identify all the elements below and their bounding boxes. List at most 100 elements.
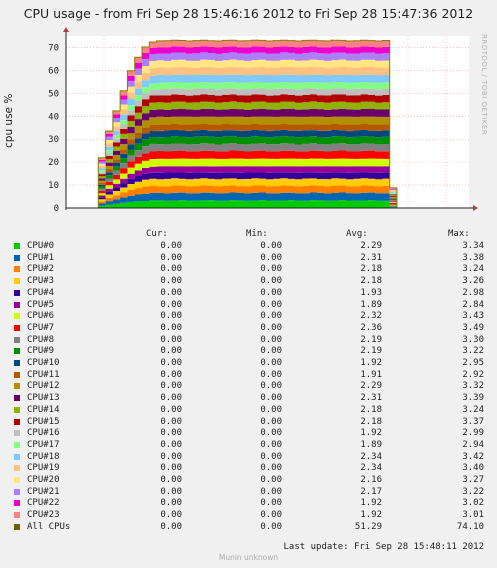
legend-min-value: 0.00 xyxy=(260,416,282,427)
legend-label: CPU#17 xyxy=(27,439,60,450)
legend-swatch xyxy=(14,477,20,483)
legend-min-value: 0.00 xyxy=(260,486,282,497)
legend-row: CPU#23 0.00 0.00 1.92 3.01 xyxy=(0,510,497,522)
legend-min-value: 0.00 xyxy=(260,404,282,415)
legend-max-value: 3.27 xyxy=(462,475,484,485)
area-cpu0 xyxy=(91,200,405,208)
legend-swatch xyxy=(14,301,20,308)
legend-row: CPU#18 0.00 0.00 2.34 3.42 xyxy=(0,452,497,464)
legend-cur-value: 0.00 xyxy=(160,334,182,345)
legend-cur-value: 0.00 xyxy=(160,241,182,251)
legend-max-value: 3.34 xyxy=(462,241,484,251)
chart-plot-svg: 0 10 20 30 40 50 60 70 xyxy=(48,27,478,214)
legend-label: CPU#1 xyxy=(27,252,55,263)
legend-min-value: 0.00 xyxy=(260,463,282,474)
legend-min-value: 0.00 xyxy=(260,252,282,263)
legend-swatch xyxy=(14,465,20,472)
line-all-cpus xyxy=(91,39,405,209)
legend-swatch xyxy=(14,371,20,378)
legend-header-cur: Cur: xyxy=(146,229,168,239)
y-tick-label: 40 xyxy=(48,112,59,122)
legend-min-value: 0.00 xyxy=(260,264,282,275)
legend-min-value: 0.00 xyxy=(260,521,282,532)
legend-row: CPU#9 0.00 0.00 2.19 3.22 xyxy=(0,346,497,358)
legend-max-value: 3.22 xyxy=(462,486,484,497)
legend-swatch xyxy=(14,418,20,425)
legend-label: CPU#7 xyxy=(27,322,55,333)
last-update: Last update: Fri Sep 28 15:48:11 2012 xyxy=(283,542,484,552)
legend-header-min: Min: xyxy=(246,229,268,239)
legend-swatch xyxy=(14,523,20,530)
x-axis-arrow xyxy=(473,205,478,211)
legend-min-value: 0.00 xyxy=(260,299,282,310)
legend-min-value: 0.00 xyxy=(260,276,282,287)
legend-min-value: 0.00 xyxy=(260,369,282,380)
legend-cur-value: 0.00 xyxy=(160,498,182,509)
legend-cur-value: 0.00 xyxy=(160,381,182,392)
legend-min-value: 0.00 xyxy=(260,287,282,298)
legend-row: CPU#10 0.00 0.00 1.92 2.95 xyxy=(0,358,497,370)
legend-max-value: 2.98 xyxy=(462,287,484,298)
legend-avg-value: 1.93 xyxy=(360,287,382,298)
legend-swatch xyxy=(14,289,20,296)
legend-label: CPU#12 xyxy=(27,381,60,392)
legend-swatch xyxy=(14,348,20,355)
legend-swatch xyxy=(14,243,20,249)
legend-cur-value: 0.00 xyxy=(160,264,182,275)
legend-swatch xyxy=(14,395,20,402)
area-cpu4 xyxy=(91,172,405,208)
legend-row: CPU#17 0.00 0.00 1.89 2.94 xyxy=(0,440,497,452)
legend-swatch xyxy=(14,324,20,331)
legend-label: CPU#2 xyxy=(27,264,55,275)
legend-row: CPU#14 0.00 0.00 2.18 3.24 xyxy=(0,405,497,417)
legend-row: CPU#12 0.00 0.00 2.29 3.32 xyxy=(0,381,497,393)
legend-cur-value: 0.00 xyxy=(160,510,182,521)
legend-row: CPU#6 0.00 0.00 2.32 3.43 xyxy=(0,311,497,323)
y-tick-label: 70 xyxy=(48,43,59,53)
legend-cur-value: 0.00 xyxy=(160,439,182,450)
legend-min-value: 0.00 xyxy=(260,451,282,462)
legend-cur-value: 0.00 xyxy=(160,369,182,380)
chart-title: CPU usage - from Fri Sep 28 15:46:16 201… xyxy=(23,6,474,21)
legend-cur-value: 0.00 xyxy=(160,322,182,333)
legend-avg-value: 1.89 xyxy=(360,299,382,310)
legend-cur-value: 0.00 xyxy=(160,287,182,298)
legend-row: CPU#7 0.00 0.00 2.36 3.49 xyxy=(0,323,497,335)
y-tick-label: 30 xyxy=(48,135,59,145)
legend-cur-value: 0.00 xyxy=(160,463,182,474)
legend-avg-value: 1.91 xyxy=(360,369,382,380)
legend-header-avg: Avg: xyxy=(346,229,368,239)
legend-label: CPU#16 xyxy=(27,428,60,439)
legend-min-value: 0.00 xyxy=(260,393,282,404)
legend-label: CPU#15 xyxy=(27,416,60,427)
area-cpu1 xyxy=(91,192,405,208)
legend-row: CPU#8 0.00 0.00 2.19 3.30 xyxy=(0,335,497,347)
legend-avg-value: 2.32 xyxy=(360,311,382,322)
legend-header-max: Max: xyxy=(448,229,470,239)
legend-min-value: 0.00 xyxy=(260,346,282,357)
legend-label: CPU#13 xyxy=(27,393,60,404)
legend-avg-value: 2.17 xyxy=(360,486,382,497)
legend-cur-value: 0.00 xyxy=(160,346,182,357)
legend-swatch xyxy=(14,453,20,460)
legend-row: CPU#1 0.00 0.00 2.31 3.38 xyxy=(0,253,497,265)
rrdtool-watermark: RRDTOOL / TOBI OETIKER xyxy=(480,34,488,136)
legend-max-value: 3.26 xyxy=(462,276,484,287)
legend-avg-value: 1.92 xyxy=(360,498,382,509)
legend-cur-value: 0.00 xyxy=(160,416,182,427)
legend-avg-value: 2.29 xyxy=(360,381,382,392)
legend-label: CPU#3 xyxy=(27,276,55,287)
legend-min-value: 0.00 xyxy=(260,510,282,521)
y-tick-label: 60 xyxy=(48,66,59,76)
legend-avg-value: 1.92 xyxy=(360,428,382,439)
area-cpu3 xyxy=(91,178,405,208)
legend-min-value: 0.00 xyxy=(260,241,282,251)
legend-max-value: 2.94 xyxy=(462,439,484,450)
area-cpu8 xyxy=(91,143,405,208)
legend-avg-value: 1.92 xyxy=(360,358,382,368)
legend-swatch xyxy=(14,383,20,390)
legend-swatch xyxy=(14,266,20,273)
legend-row: CPU#0 0.00 0.00 2.29 3.34 xyxy=(0,241,497,253)
legend-avg-value: 2.19 xyxy=(360,334,382,345)
